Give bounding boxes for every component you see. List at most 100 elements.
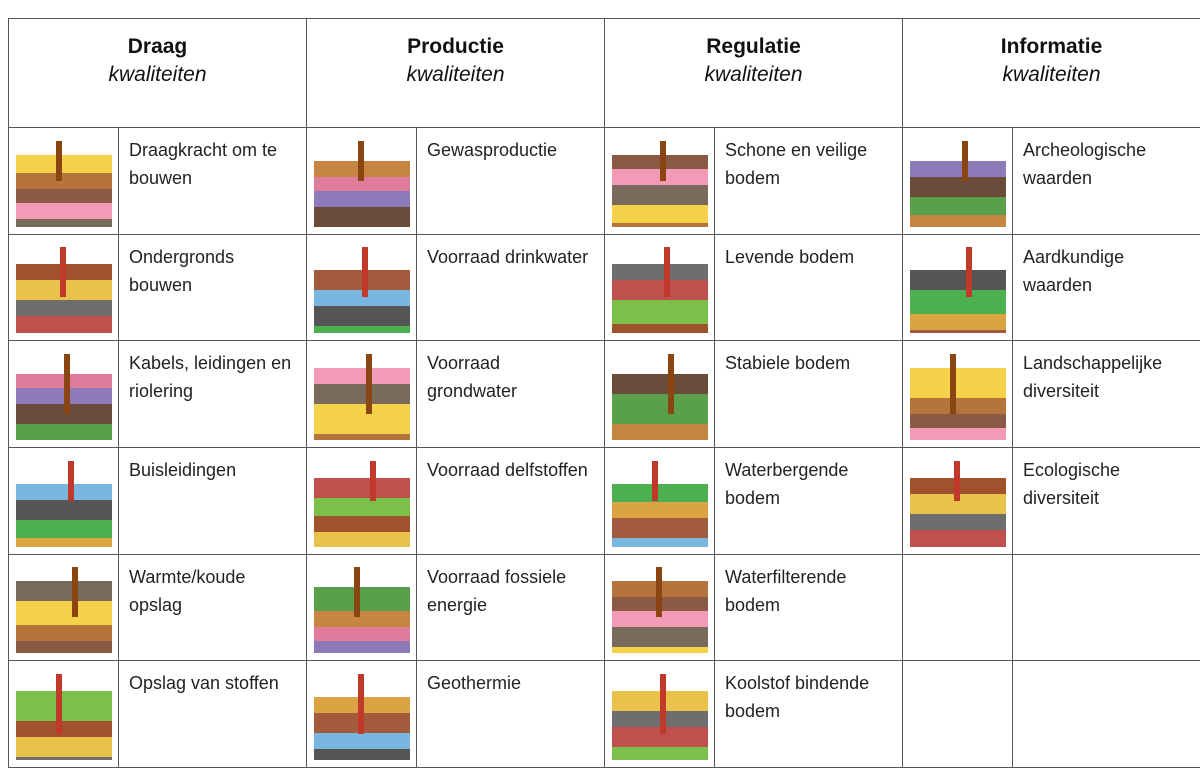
- quality-label: Voorraad grondwater: [417, 341, 605, 448]
- icon-cell: [605, 341, 715, 448]
- soil-layer: [612, 538, 708, 547]
- quality-label: Waterfilterende bodem: [715, 555, 903, 662]
- soil-layer: [16, 581, 112, 601]
- icon-detail: [656, 567, 662, 617]
- text-cell: [1013, 661, 1200, 768]
- soil-layer: [612, 747, 708, 760]
- soil-layer: [612, 627, 708, 647]
- quality-label: Warmte/koude opslag: [119, 555, 307, 662]
- soil-icon: [612, 668, 708, 760]
- soil-layer: [16, 500, 112, 520]
- soil-layer: [910, 368, 1006, 398]
- icon-detail: [966, 247, 972, 297]
- soil-icon: [612, 348, 708, 440]
- soil-layer: [612, 518, 708, 538]
- soil-layer: [16, 538, 112, 547]
- soil-layer: [910, 270, 1006, 290]
- icon-cell: [605, 555, 715, 662]
- soil-icon: [314, 561, 410, 653]
- quality-label: Koolstof bindende bodem: [715, 661, 903, 768]
- soil-layer: [612, 424, 708, 440]
- icon-cell: [307, 555, 417, 662]
- soil-icon: [910, 135, 1006, 227]
- soil-layer: [910, 530, 1006, 547]
- soil-layer: [314, 627, 410, 641]
- soil-layer: [612, 300, 708, 324]
- icon-detail: [668, 354, 674, 414]
- soil-layer: [612, 502, 708, 518]
- soil-layer: [612, 280, 708, 300]
- soil-icon: [314, 455, 410, 547]
- icon-detail: [358, 674, 364, 734]
- soil-layer: [612, 324, 708, 333]
- soil-layer: [16, 173, 112, 189]
- soil-layer: [314, 749, 410, 760]
- soil-layer: [16, 219, 112, 227]
- soil-layer: [910, 314, 1006, 330]
- soil-icon: [612, 561, 708, 653]
- soil-layer: [910, 330, 1006, 333]
- soil-icon: [16, 135, 112, 227]
- soil-layer: [314, 516, 410, 532]
- soil-layer: [314, 306, 410, 326]
- icon-detail: [950, 354, 956, 414]
- icon-detail: [72, 567, 78, 617]
- soil-layer: [16, 520, 112, 538]
- soil-layer: [16, 484, 112, 500]
- soil-layer: [314, 733, 410, 749]
- soil-icon: [16, 455, 112, 547]
- soil-layer: [16, 737, 112, 757]
- quality-label: Draagkracht om te bouwen: [119, 128, 307, 235]
- header-subtitle: kwaliteiten: [307, 61, 604, 89]
- soil-layer: [910, 290, 1006, 314]
- icon-detail: [660, 674, 666, 734]
- soil-icon: [16, 348, 112, 440]
- soil-layer: [612, 484, 708, 502]
- icon-cell: [9, 341, 119, 448]
- soil-layer: [612, 205, 708, 223]
- soil-layer: [314, 641, 410, 653]
- soil-icon: [910, 241, 1006, 333]
- icon-cell: [903, 341, 1013, 448]
- soil-layer: [612, 647, 708, 653]
- icon-cell: [9, 235, 119, 342]
- soil-icon: [314, 241, 410, 333]
- soil-layer: [314, 434, 410, 440]
- quality-label: Voorraad fossiele energie: [417, 555, 605, 662]
- icon-detail: [56, 141, 62, 181]
- soil-layer: [16, 424, 112, 440]
- soil-icon: [314, 668, 410, 760]
- quality-label: Geothermie: [417, 661, 605, 768]
- icon-cell: [605, 235, 715, 342]
- icon-detail: [652, 461, 658, 501]
- quality-label: Stabiele bodem: [715, 341, 903, 448]
- soil-layer: [314, 384, 410, 404]
- icon-cell: [9, 555, 119, 662]
- icon-cell: [307, 341, 417, 448]
- quality-label: Voorraad delfstoffen: [417, 448, 605, 555]
- soil-layer: [314, 498, 410, 516]
- soil-layer: [16, 189, 112, 203]
- icon-cell: [605, 661, 715, 768]
- quality-label: Aardkundige waarden: [1013, 235, 1200, 342]
- soil-layer: [612, 223, 708, 227]
- quality-label: Landschappelijke diversiteit: [1013, 341, 1200, 448]
- soil-layer: [910, 197, 1006, 215]
- icon-detail: [664, 247, 670, 297]
- icon-detail: [954, 461, 960, 501]
- icon-detail: [56, 674, 62, 734]
- soil-icon: [16, 561, 112, 653]
- header-title: Regulatie: [605, 33, 902, 61]
- soil-layer: [910, 398, 1006, 414]
- soil-icon: [910, 455, 1006, 547]
- soil-layer: [910, 215, 1006, 227]
- icon-detail: [370, 461, 376, 501]
- icon-cell: [903, 661, 1013, 768]
- soil-icon: [314, 135, 410, 227]
- icon-detail: [60, 247, 66, 297]
- icon-cell: [903, 235, 1013, 342]
